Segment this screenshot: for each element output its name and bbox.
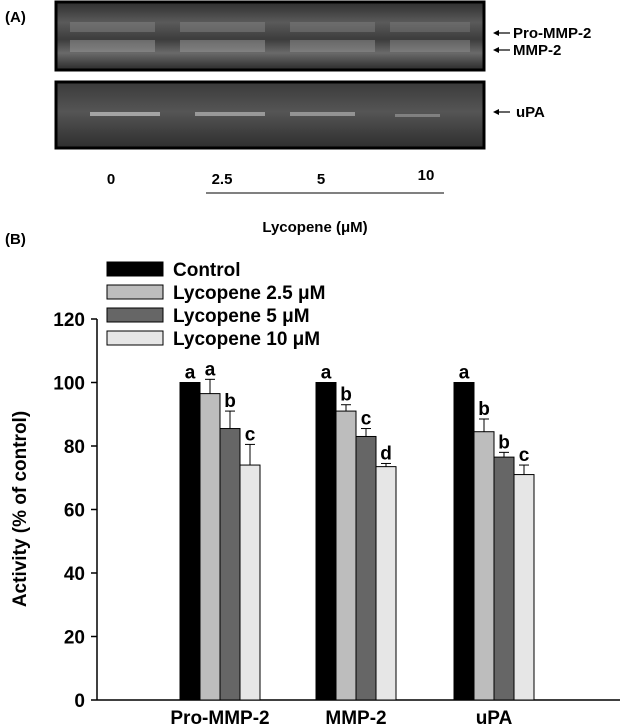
gel-top bbox=[54, 0, 486, 72]
sig-letter-upa-s3: c bbox=[519, 445, 530, 466]
sig-letter-pro-mmp-2-s0: a bbox=[185, 363, 196, 384]
legend-label-lycopene-10: Lycopene 10 μM bbox=[173, 329, 320, 350]
panel-a-label: (A) bbox=[5, 9, 26, 26]
legend-item-lycopene-2-5: Lycopene 2.5 μM bbox=[106, 283, 325, 304]
legend-swatch-lycopene-2-5 bbox=[106, 284, 164, 300]
sig-letter-pro-mmp-2-s3: c bbox=[245, 424, 256, 445]
bar-mmp-2-s1 bbox=[335, 410, 357, 701]
sig-letter-upa-s0: a bbox=[459, 363, 470, 384]
x-tick-label-upa: uPA bbox=[476, 708, 513, 728]
y-tick-label-80: 80 bbox=[64, 437, 85, 458]
legend-item-lycopene-10: Lycopene 10 μM bbox=[106, 329, 320, 350]
y-tick-label-40: 40 bbox=[64, 564, 85, 585]
legend-item-control: Control bbox=[106, 260, 241, 281]
bar-pro-mmp-2-s3 bbox=[239, 464, 261, 701]
legend-label-lycopene-2-5: Lycopene 2.5 μM bbox=[173, 283, 325, 304]
y-tick-label-120: 120 bbox=[53, 310, 85, 331]
y-tick-label-0: 0 bbox=[74, 691, 85, 712]
band-label-mmp2: MMP-2 bbox=[493, 42, 561, 59]
lane-label-2: 5 bbox=[317, 171, 325, 188]
x-tick-label-mmp-2: MMP-2 bbox=[325, 708, 386, 728]
legend-swatch-control bbox=[106, 261, 164, 277]
panel-b-label: (B) bbox=[5, 231, 26, 248]
legend-label-control: Control bbox=[173, 260, 241, 281]
bar-upa-s3 bbox=[513, 474, 535, 701]
sig-letter-upa-s2: b bbox=[498, 432, 510, 453]
sig-letter-upa-s1: b bbox=[478, 399, 490, 420]
band-label-mmp2-text: MMP-2 bbox=[513, 42, 561, 59]
legend: Control Lycopene 2.5 μM Lycopene 5 μM Ly… bbox=[106, 260, 325, 350]
bar-mmp-2-s0 bbox=[315, 382, 337, 701]
sig-letter-mmp-2-s3: d bbox=[380, 443, 392, 464]
legend-swatch-lycopene-10 bbox=[106, 330, 164, 346]
lane-label-1: 2.5 bbox=[212, 171, 233, 188]
sig-letter-mmp-2-s0: a bbox=[321, 363, 332, 384]
gel-bottom bbox=[54, 80, 486, 150]
bar-pro-mmp-2-s2 bbox=[219, 428, 241, 701]
bar-upa-s2 bbox=[493, 456, 515, 701]
y-tick-label-20: 20 bbox=[64, 628, 85, 649]
band-label-pro-mmp2: Pro-MMP-2 bbox=[493, 25, 591, 42]
sig-letter-pro-mmp-2-s1: a bbox=[205, 359, 216, 380]
lane-label-3: 10 bbox=[418, 167, 435, 184]
band-label-upa-text: uPA bbox=[516, 104, 545, 121]
y-axis-label: Activity (% of control) bbox=[10, 411, 31, 607]
bar-pro-mmp-2-s0 bbox=[179, 382, 201, 701]
band-label-upa: uPA bbox=[493, 104, 545, 121]
x-tick-label-pro-mmp-2: Pro-MMP-2 bbox=[170, 708, 269, 728]
bar-mmp-2-s2 bbox=[355, 435, 377, 701]
y-tick-label-60: 60 bbox=[64, 501, 85, 522]
lane-label-0: 0 bbox=[107, 171, 115, 188]
legend-swatch-lycopene-5 bbox=[106, 307, 164, 323]
sig-letter-mmp-2-s2: c bbox=[361, 409, 372, 430]
sig-letter-mmp-2-s1: b bbox=[340, 385, 352, 406]
bar-upa-s0 bbox=[453, 382, 475, 701]
sig-letter-pro-mmp-2-s2: b bbox=[224, 391, 236, 412]
legend-item-lycopene-5: Lycopene 5 μM bbox=[106, 306, 310, 327]
treatment-label: Lycopene (μM) bbox=[262, 219, 367, 236]
y-tick-label-100: 100 bbox=[53, 374, 85, 395]
band-label-pro-mmp2-text: Pro-MMP-2 bbox=[513, 25, 591, 42]
legend-label-lycopene-5: Lycopene 5 μM bbox=[173, 306, 310, 327]
bar-upa-s1 bbox=[473, 431, 495, 701]
bar-pro-mmp-2-s1 bbox=[199, 393, 221, 701]
bar-mmp-2-s3 bbox=[375, 466, 397, 701]
